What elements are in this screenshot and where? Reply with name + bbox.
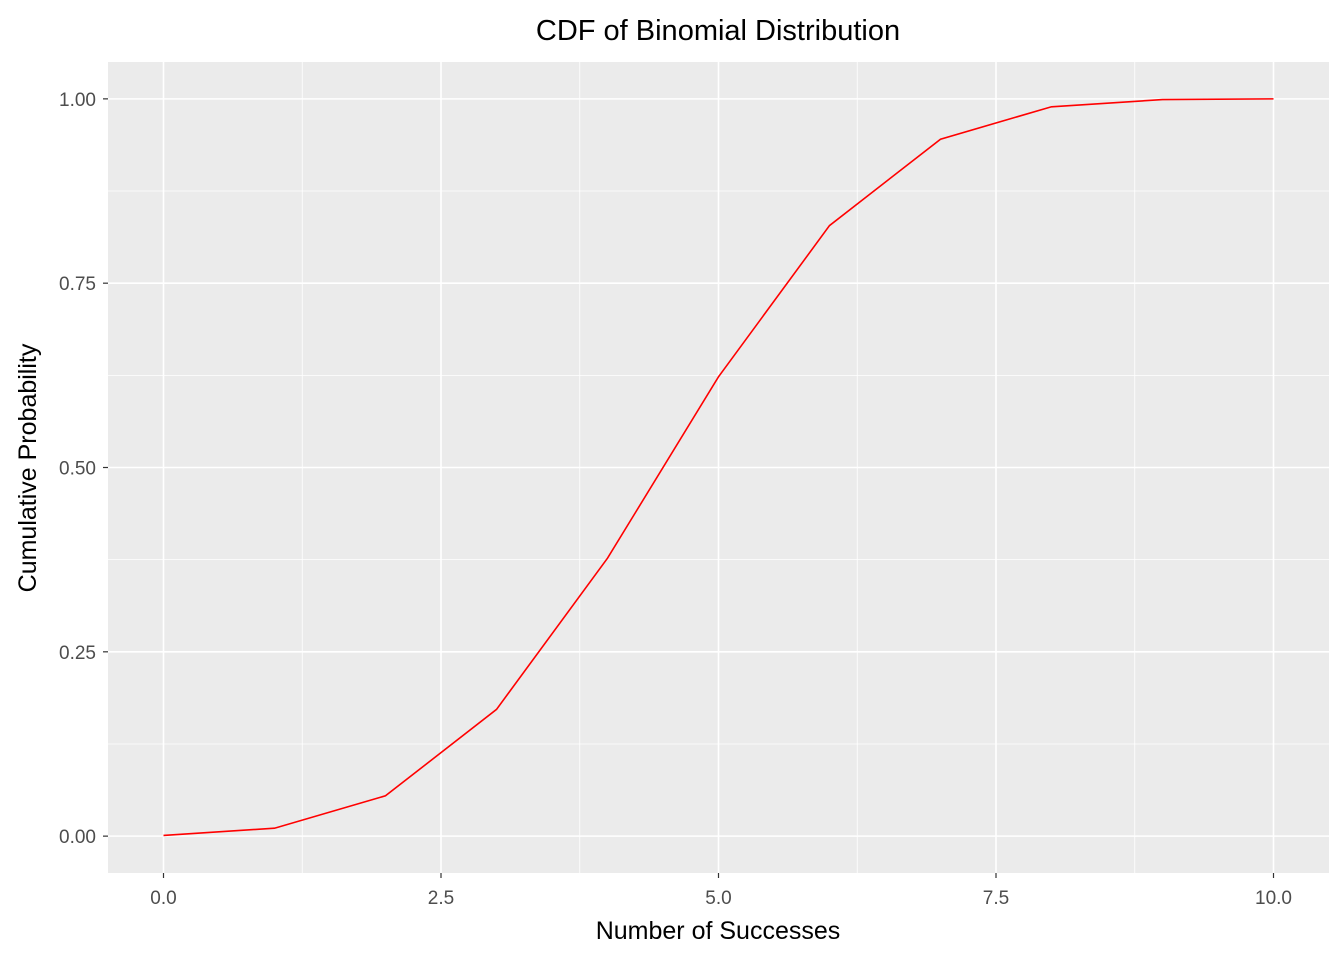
y-tick-label: 0.25 [59, 643, 96, 664]
x-tick-label: 0.0 [150, 888, 176, 909]
x-axis-label: Number of Successes [596, 917, 841, 945]
major-gridlines [108, 62, 1329, 873]
y-tick-label: 1.00 [59, 90, 96, 111]
x-tick-label: 2.5 [428, 888, 454, 909]
y-axis-ticks: 0.00 0.25 0.50 0.75 1.00 [59, 90, 108, 848]
x-tick-label: 10.0 [1255, 888, 1292, 909]
y-axis-label: Cumulative Probability [14, 343, 42, 592]
x-tick-label: 7.5 [983, 888, 1009, 909]
y-tick-label: 0.00 [59, 827, 96, 848]
x-tick-label: 5.0 [705, 888, 731, 909]
x-axis-ticks: 0.0 2.5 5.0 7.5 10.0 [150, 873, 1292, 909]
cdf-line [163, 98, 1274, 837]
chart-title: CDF of Binomial Distribution [536, 15, 900, 47]
y-tick-label: 0.50 [59, 459, 96, 480]
y-tick-label: 0.75 [59, 274, 96, 295]
